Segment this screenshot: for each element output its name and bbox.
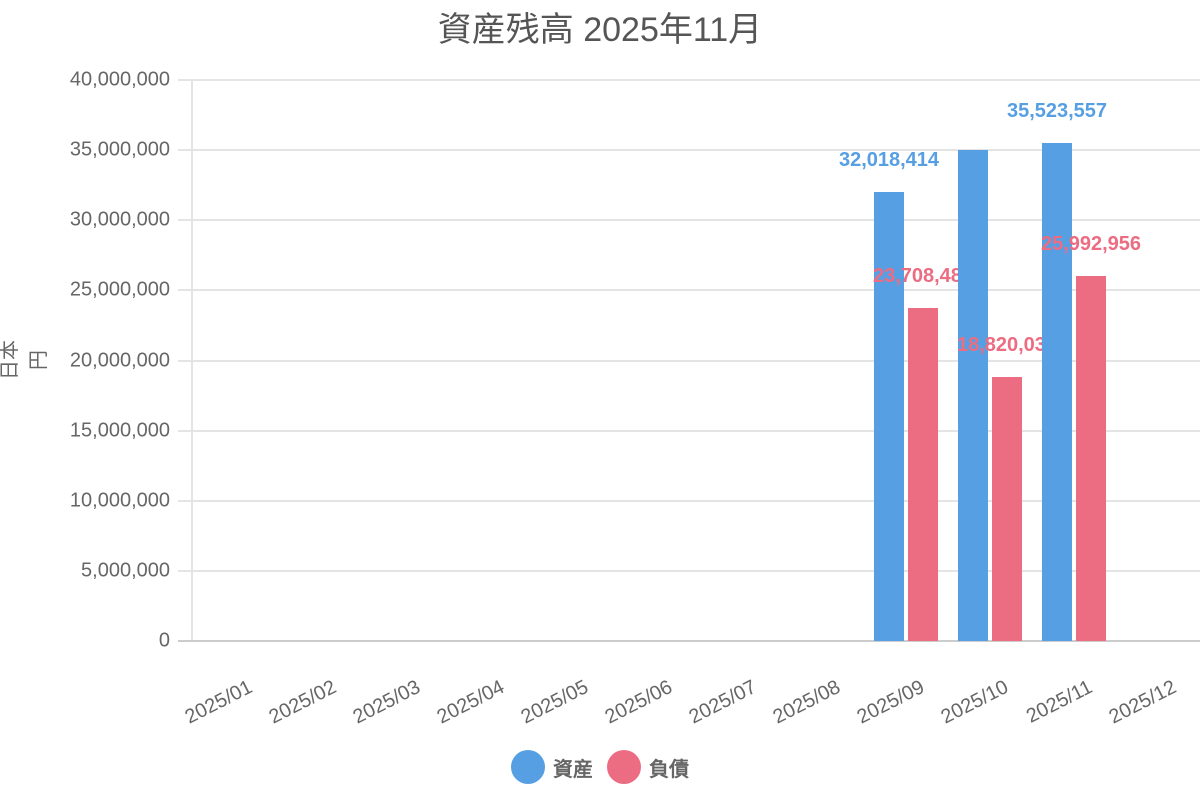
x-tick-label: 2025/01 (181, 676, 256, 729)
x-tick-label: 2025/08 (769, 676, 844, 729)
y-tick-label: 25,000,000 (69, 278, 170, 301)
y-tick-label: 5,000,000 (81, 559, 170, 582)
assets-bar[interactable] (1042, 142, 1072, 641)
legend-item-liabilities[interactable]: 負債 (607, 750, 689, 784)
x-axis (178, 640, 1200, 642)
y-tick-label: 20,000,000 (69, 349, 170, 371)
legend-item-assets[interactable]: 資産 (511, 750, 593, 784)
value-label: 32,018,414 (838, 148, 940, 171)
x-tick-label: 2025/10 (937, 676, 1012, 729)
gridline (178, 429, 1200, 432)
liabilities-bar[interactable] (992, 377, 1022, 641)
x-tick-label: 2025/11 (1022, 676, 1096, 728)
gridline (178, 569, 1200, 572)
legend-label: 資産 (553, 758, 593, 781)
gridline (178, 359, 1200, 362)
gridline (178, 499, 1200, 502)
legend-label: 負債 (649, 758, 689, 781)
x-tick-label: 2025/06 (601, 676, 676, 729)
x-tick-label: 2025/03 (349, 676, 424, 729)
chart-title: 資産残高 2025年11月 (437, 11, 763, 49)
assets-bar[interactable] (874, 191, 904, 641)
legend: 資産 負債 (0, 750, 1200, 784)
gridline (178, 219, 1200, 222)
x-tick-label: 2025/09 (853, 676, 928, 729)
value-label: 35,523,557 (1006, 99, 1108, 122)
gridline (178, 79, 1200, 81)
liabilities-swatch-icon (607, 750, 641, 784)
y-tick-label: 10,000,000 (69, 489, 170, 512)
x-tick-label: 2025/05 (517, 676, 592, 729)
x-tick-label: 2025/04 (433, 676, 508, 729)
assets-swatch-icon (511, 750, 545, 784)
liabilities-bar[interactable] (1076, 276, 1106, 641)
y-tick-label: 40,000,000 (69, 68, 170, 91)
x-tick-label: 2025/07 (685, 676, 760, 729)
y-axis (191, 80, 193, 642)
y-axis-label: 日本円 (0, 340, 50, 380)
y-tick-label: 15,000,000 (69, 419, 170, 442)
gridline (178, 149, 1200, 152)
y-tick-label: 30,000,000 (69, 208, 170, 231)
gridline (178, 289, 1200, 292)
value-label: 18,820,035 (956, 334, 1058, 357)
y-tick-label: 35,000,000 (69, 138, 170, 161)
value-label: 23,708,481 (872, 265, 974, 288)
y-tick-label: 0 (158, 629, 170, 652)
x-tick-label: 2025/02 (265, 676, 340, 729)
value-label: 25,992,956 (1040, 233, 1142, 256)
liabilities-bar[interactable] (908, 308, 938, 641)
assets-bar[interactable] (958, 150, 988, 641)
x-tick-label: 2025/12 (1105, 676, 1180, 729)
